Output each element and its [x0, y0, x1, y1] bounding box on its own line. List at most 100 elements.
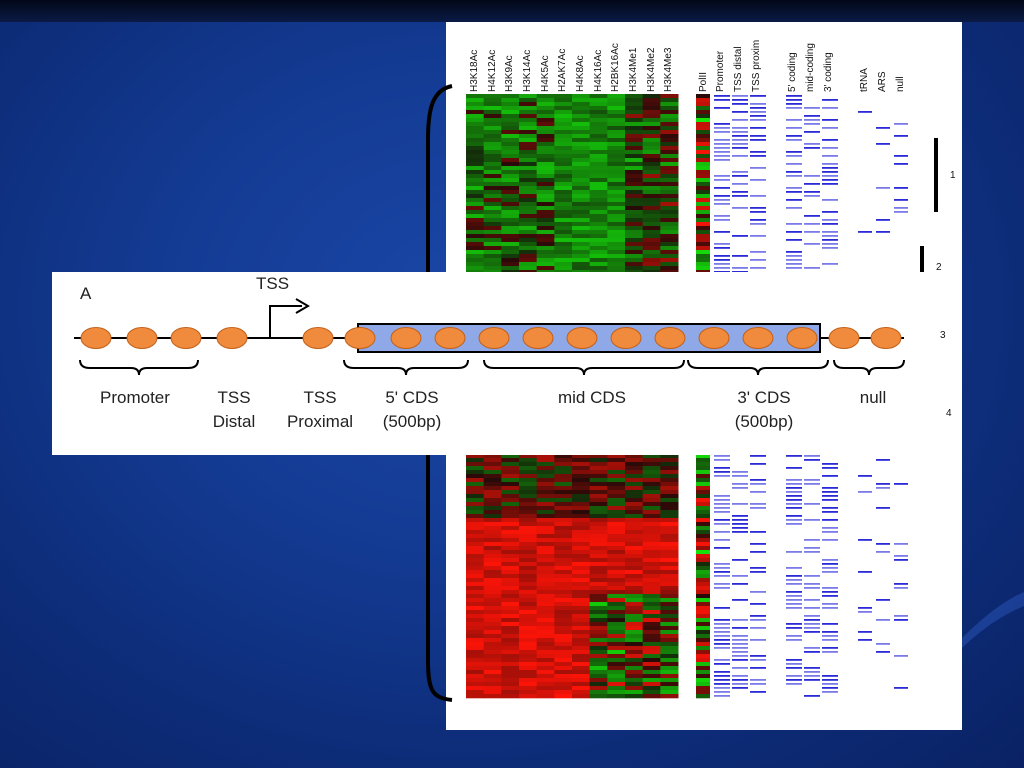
- heatmap-cell: [589, 146, 608, 151]
- heatmap-cell: [572, 466, 591, 471]
- heatmap-cell: [554, 542, 573, 547]
- heatmap-cell: [642, 458, 661, 463]
- heatmap-cell: [536, 522, 555, 527]
- mark-line: [876, 651, 890, 653]
- mark-line: [822, 167, 838, 169]
- polii-cell: [696, 122, 710, 127]
- heatmap-cell: [625, 166, 644, 171]
- heatmap-cell: [501, 530, 520, 535]
- heatmap-cell: [483, 162, 502, 167]
- heatmap-cell: [501, 574, 520, 579]
- mark-line: [750, 551, 766, 553]
- heatmap-cell: [660, 610, 679, 615]
- heatmap-cell: [483, 542, 502, 547]
- heatmap-cell: [572, 642, 591, 647]
- heatmap-cell: [536, 134, 555, 139]
- cluster-2-bar: [920, 246, 924, 272]
- mark-line: [894, 123, 908, 125]
- heatmap-cell: [501, 238, 520, 243]
- heatmap-cell: [554, 686, 573, 691]
- mark-line: [732, 651, 748, 653]
- heatmap-cell: [642, 130, 661, 135]
- heatmap-cell: [536, 98, 555, 103]
- mark-line: [786, 675, 802, 677]
- heatmap-cell: [607, 238, 626, 243]
- heatmap-cell: [536, 138, 555, 143]
- polii-cell: [696, 646, 710, 651]
- heatmap-cell: [625, 570, 644, 575]
- heatmap-cell: [607, 510, 626, 515]
- heatmap-cell: [660, 658, 679, 663]
- heatmap-cell: [501, 190, 520, 195]
- heatmap-cell: [607, 606, 626, 611]
- mark-line: [750, 207, 766, 209]
- heatmap-cell: [466, 638, 485, 643]
- mark-line: [786, 107, 802, 109]
- polii-cell: [696, 534, 710, 539]
- mark-line: [786, 223, 802, 225]
- heatmap-cell: [607, 566, 626, 571]
- heatmap-cell: [554, 114, 573, 119]
- heatmap-cell: [589, 494, 608, 499]
- heatmap-cell: [483, 630, 502, 635]
- heatmap-cell: [589, 170, 608, 175]
- heatmap-cell: [554, 122, 573, 127]
- heatmap-cell: [519, 114, 538, 119]
- heatmap-cell: [554, 150, 573, 155]
- heatmap-cell: [660, 538, 679, 543]
- heatmap-cell: [642, 634, 661, 639]
- heatmap-cell: [642, 642, 661, 647]
- heatmap-cell: [554, 678, 573, 683]
- heatmap-cell: [554, 126, 573, 131]
- heatmap-cell: [607, 502, 626, 507]
- heatmap-cell: [519, 614, 538, 619]
- heatmap-cell: [607, 210, 626, 215]
- mark-line: [858, 639, 872, 641]
- polii-cell: [696, 126, 710, 131]
- mark-line: [822, 263, 838, 265]
- heatmap-cell: [660, 222, 679, 227]
- heatmap-cell: [660, 486, 679, 491]
- heatmap-cell: [466, 682, 485, 687]
- mark-line: [750, 267, 766, 269]
- heatmap-cell: [483, 550, 502, 555]
- mark-line: [786, 491, 802, 493]
- heatmap-cell: [519, 594, 538, 599]
- heatmap-cell: [589, 670, 608, 675]
- heatmap-cell: [466, 594, 485, 599]
- heatmap-cell: [519, 118, 538, 123]
- heatmap-cell: [625, 150, 644, 155]
- heatmap-cell: [660, 238, 679, 243]
- mark-line: [876, 127, 890, 129]
- heatmap-cell: [572, 654, 591, 659]
- heatmap-cell: [554, 642, 573, 647]
- heatmap-cell: [642, 682, 661, 687]
- heatmap-cell: [589, 242, 608, 247]
- mark-line: [714, 691, 730, 693]
- mark-line: [876, 483, 890, 485]
- heatmap-cell: [536, 574, 555, 579]
- heatmap-cell: [589, 646, 608, 651]
- heatmap-cell: [625, 106, 644, 111]
- heatmap-cell: [625, 222, 644, 227]
- heatmap-cell: [625, 522, 644, 527]
- heatmap-cell: [660, 478, 679, 483]
- heatmap-cell: [589, 490, 608, 495]
- heatmap-cell: [483, 218, 502, 223]
- heatmap-cell: [589, 650, 608, 655]
- mark-line: [714, 531, 730, 533]
- heatmap-cell: [536, 558, 555, 563]
- heatmap-cell: [607, 562, 626, 567]
- heatmap-cell: [572, 478, 591, 483]
- heatmap-cell: [501, 142, 520, 147]
- heatmap-cell: [554, 142, 573, 147]
- heatmap-cell: [554, 566, 573, 571]
- heatmap-cell: [642, 654, 661, 659]
- heatmap-cell: [572, 170, 591, 175]
- heatmap-cell: [607, 642, 626, 647]
- mark-line: [714, 567, 730, 569]
- mark-line: [894, 483, 908, 485]
- heatmap-cell: [466, 182, 485, 187]
- heatmap-cell: [607, 454, 626, 459]
- heatmap-cell: [554, 694, 573, 699]
